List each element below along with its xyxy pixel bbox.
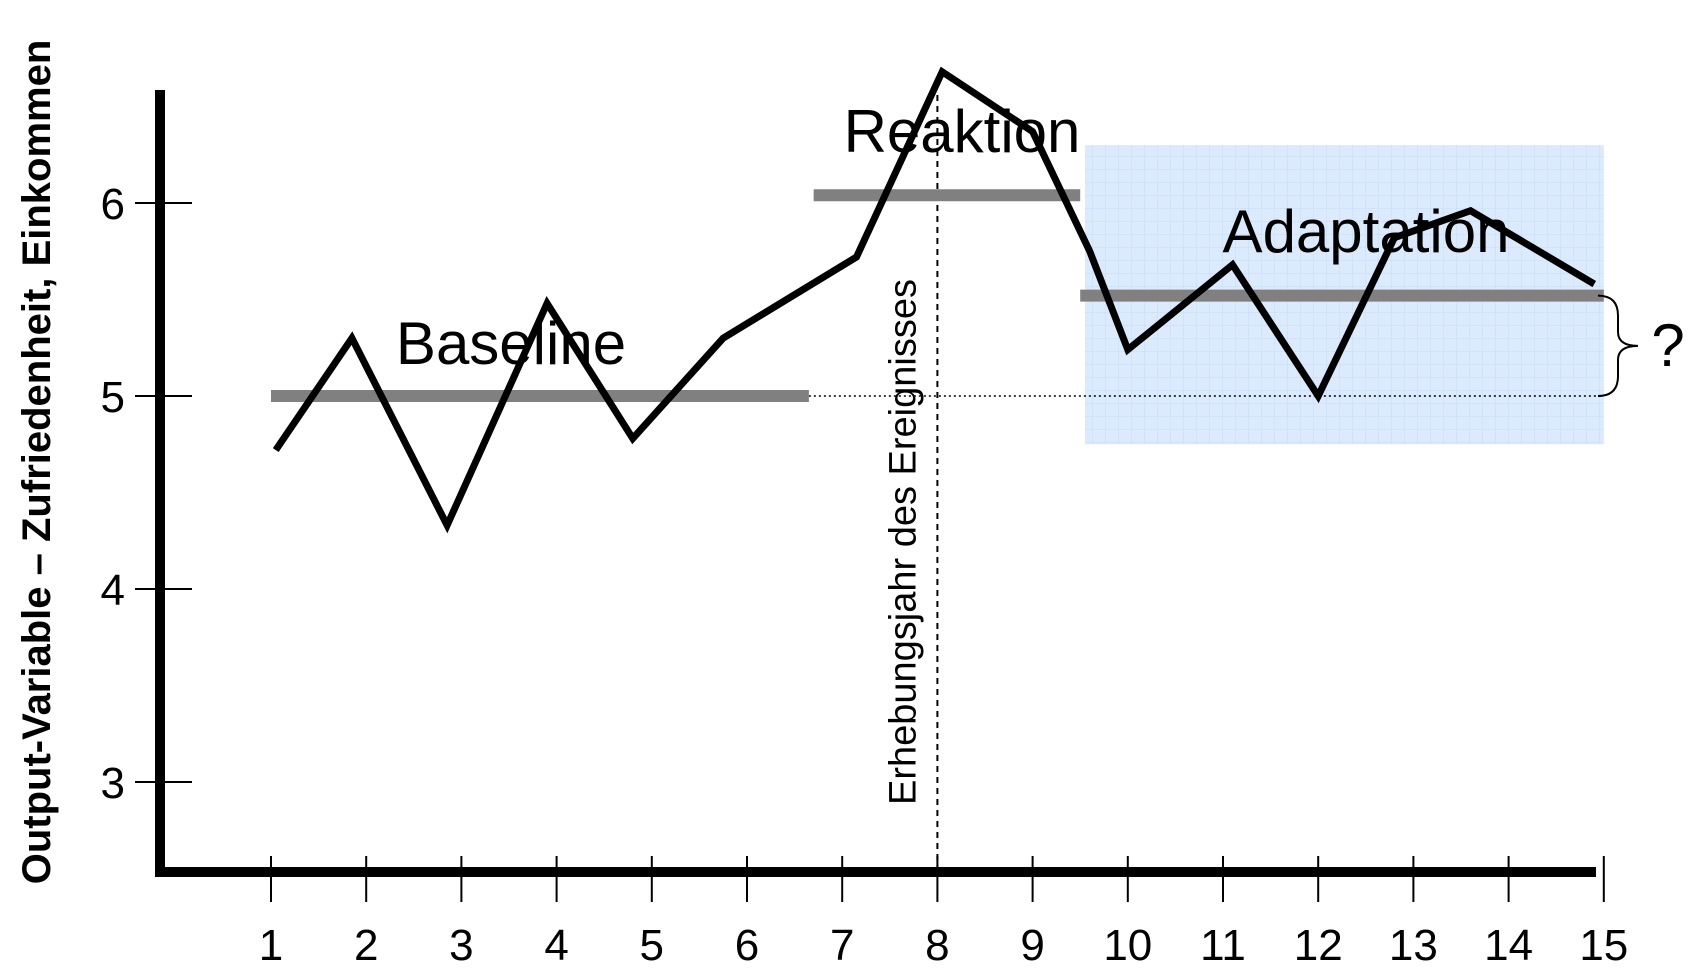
x-tick-label: 2 <box>354 921 378 970</box>
x-tick-label: 6 <box>735 921 759 970</box>
x-tick-label: 9 <box>1020 921 1044 970</box>
event-year-label: Erhebungsjahr des Ereignisses <box>882 279 924 805</box>
x-tick-label: 10 <box>1103 921 1152 970</box>
y-tick-label: 5 <box>101 373 125 422</box>
y-axis-label: Output-Variable – Zufriedenheit, Einkomm… <box>15 40 59 885</box>
y-tick-label: 4 <box>101 566 125 615</box>
x-tick-label: 11 <box>1200 921 1246 970</box>
phase-label-reaktion: Reaktion <box>844 98 1081 165</box>
x-tick-label: 15 <box>1579 921 1628 970</box>
x-tick-label: 12 <box>1294 921 1343 970</box>
y-tick-label: 3 <box>101 759 125 808</box>
phase-label-baseline: Baseline <box>396 310 626 377</box>
x-ticks: 1 2 3 4 5 6 7 8 9 10 11 12 13 14 15 <box>259 856 1628 970</box>
x-tick-label: 7 <box>830 921 854 970</box>
y-ticks: 3 4 5 6 <box>101 180 192 808</box>
x-tick-label: 14 <box>1484 921 1533 970</box>
x-tick-label: 5 <box>640 921 664 970</box>
x-tick-label: 13 <box>1389 921 1438 970</box>
x-tick-label: 4 <box>544 921 568 970</box>
x-tick-label: 3 <box>449 921 473 970</box>
series-line <box>272 66 1597 534</box>
difference-brace <box>1597 294 1639 397</box>
axes <box>155 90 1596 877</box>
x-tick-label: 1 <box>259 921 283 970</box>
phase-bars <box>271 189 1604 402</box>
y-tick-label: 6 <box>101 180 125 229</box>
x-tick-label: 8 <box>925 921 949 970</box>
difference-question-mark: ? <box>1651 312 1684 379</box>
phase-label-adaptation: Adaptation <box>1223 198 1510 265</box>
